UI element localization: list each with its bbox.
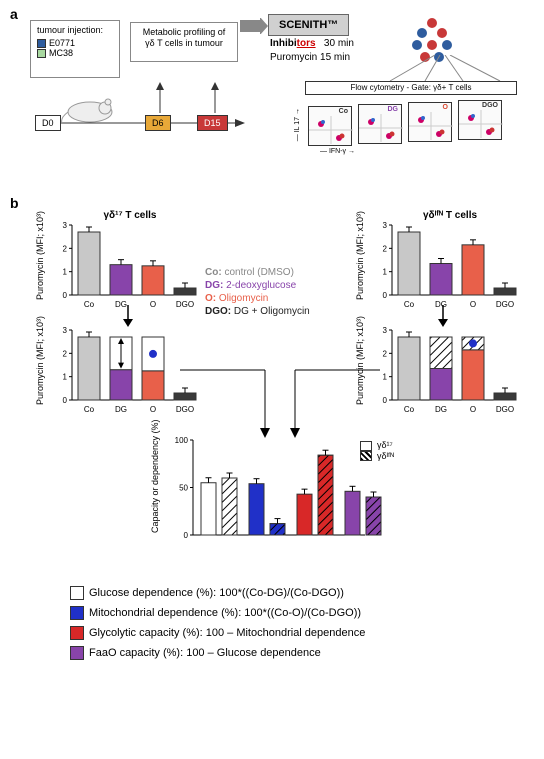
bottom-legend: γδ¹⁷ γδᴵᶠᴺ <box>360 440 394 461</box>
panel-a: tumour injection: E0771 MC38 Metabolic p… <box>30 20 520 170</box>
svg-text:DGO: DGO <box>176 300 194 309</box>
arrow-to-scenith <box>240 18 268 34</box>
formula-legend: Glucose dependence (%): 100*((Co-DG)/(Co… <box>70 580 365 666</box>
svg-text:Co: Co <box>404 405 415 414</box>
down-arrow-left <box>120 305 136 327</box>
formula-item: Glycolytic capacity (%): 100 – Mitochond… <box>70 626 365 640</box>
svg-text:3: 3 <box>63 221 68 230</box>
panel-a-label: a <box>10 6 18 22</box>
day-2: D15 <box>197 115 228 131</box>
panel-b-label: b <box>10 195 19 211</box>
formula-item: Glucose dependence (%): 100*((Co-DG)/(Co… <box>70 586 365 600</box>
profiling-box: Metabolic profiling of γδ T cells in tum… <box>130 22 238 62</box>
condition-legend: Co: control (DMSO) DG: 2-deoxyglucose O: O… <box>205 265 360 319</box>
inj-title: tumour injection: <box>37 25 113 35</box>
svg-text:Co: Co <box>84 405 95 414</box>
svg-text:0: 0 <box>383 291 388 300</box>
svg-text:2: 2 <box>383 244 388 253</box>
svg-text:O: O <box>470 300 476 309</box>
svg-text:DG: DG <box>435 405 447 414</box>
svg-text:1: 1 <box>383 268 388 277</box>
svg-text:1: 1 <box>63 373 68 382</box>
flow-title: Flow cytometry - Gate: γδ+ T cells <box>305 81 517 95</box>
cond-DG: DG: 2-deoxyglucose <box>205 280 360 291</box>
puromycin-text: Puromycin 15 min <box>270 52 350 63</box>
svg-text:1: 1 <box>383 373 388 382</box>
fan-lines <box>385 55 510 83</box>
svg-text:2: 2 <box>383 349 388 358</box>
x-axis-ifn: — IFN-γ → <box>320 148 355 155</box>
svg-text:1: 1 <box>63 268 68 277</box>
injection-box: tumour injection: E0771 MC38 <box>30 20 120 78</box>
svg-text:DGO: DGO <box>496 405 514 414</box>
svg-text:Co: Co <box>84 300 95 309</box>
svg-text:0: 0 <box>184 531 189 540</box>
flow-plot-dg: DG <box>358 104 402 144</box>
mouse-icon <box>60 90 120 125</box>
svg-text:100: 100 <box>175 436 189 445</box>
inhibitors-text: Inhibitors 30 min <box>270 38 354 49</box>
svg-text:50: 50 <box>179 484 188 493</box>
day-1: D6 <box>145 115 171 131</box>
converge-lines <box>180 360 380 440</box>
chart-gd17-a: Puromycin (MFI; x10³)0123CoDGODGO <box>50 225 190 313</box>
formula-item: FaaO capacity (%): 100 – Glucose depende… <box>70 646 365 660</box>
svg-text:0: 0 <box>63 396 68 405</box>
svg-text:Co: Co <box>404 300 415 309</box>
svg-text:2: 2 <box>63 244 68 253</box>
day-0: D0 <box>35 115 61 131</box>
svg-text:O: O <box>470 405 476 414</box>
flow-plot-o: O <box>408 102 452 142</box>
svg-text:0: 0 <box>383 396 388 405</box>
line-0: E0771 <box>37 38 113 48</box>
flow-plot-co: Co <box>308 106 352 146</box>
bottom-chart: Capacity or dependency (%)050100 <box>165 440 365 545</box>
gdifn-title: γδᴵᶠᴺ T cells <box>390 210 510 221</box>
chart-gdifn-a: Puromycin (MFI; x10³)0123CoDGODGO <box>370 225 510 313</box>
svg-text:3: 3 <box>63 326 68 335</box>
y-axis-il17: — IL 17 → <box>294 108 301 141</box>
flow-plot-dgo: DGO <box>458 100 502 140</box>
svg-text:DG: DG <box>115 405 127 414</box>
svg-text:2: 2 <box>63 349 68 358</box>
cond-Co: Co: control (DMSO) <box>205 267 360 278</box>
svg-text:O: O <box>150 405 156 414</box>
scenith-box: SCENITH™ <box>268 14 349 36</box>
down-arrow-right <box>435 305 451 327</box>
chart-gdifn-b: Puromycin (MFI; x10³)0123CoDGODGO <box>370 330 510 418</box>
chart-gd17-b: Puromycin (MFI; x10³)0123CoDGODGO <box>50 330 190 418</box>
formula-item: Mitochondrial dependence (%): 100*((Co-O… <box>70 606 365 620</box>
svg-text:3: 3 <box>383 221 388 230</box>
line-1: MC38 <box>37 48 113 58</box>
gd17-title: γδ¹⁷ T cells <box>70 210 190 221</box>
cond-O: O: Oligomycin <box>205 293 360 304</box>
svg-text:3: 3 <box>383 326 388 335</box>
cond-DGO: DGO: DG + Oligomycin <box>205 306 360 317</box>
svg-text:DGO: DGO <box>496 300 514 309</box>
svg-text:0: 0 <box>63 291 68 300</box>
svg-text:O: O <box>150 300 156 309</box>
